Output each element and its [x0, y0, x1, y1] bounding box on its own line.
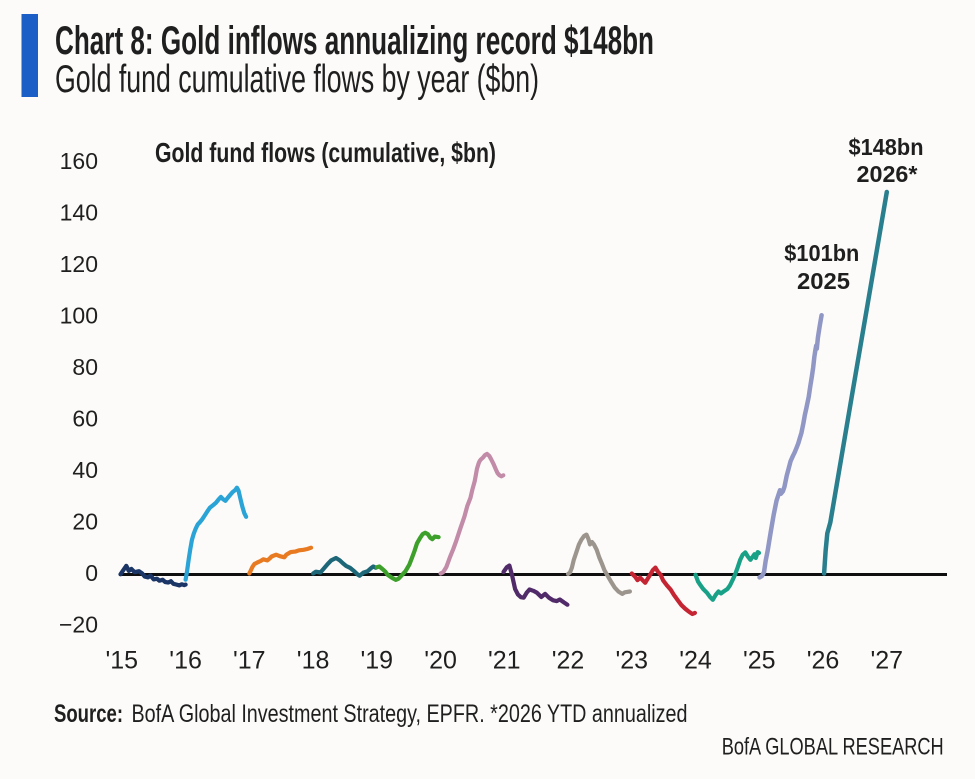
svg-text:160: 160: [60, 148, 98, 174]
svg-text:140: 140: [60, 200, 98, 226]
svg-text:−20: −20: [59, 612, 98, 638]
svg-text:$148bn: $148bn: [849, 134, 924, 160]
svg-text:'25: '25: [743, 647, 776, 675]
svg-text:'21: '21: [488, 647, 521, 675]
svg-text:120: 120: [60, 251, 98, 277]
svg-text:'17: '17: [233, 647, 266, 675]
svg-text:Chart 8: Gold inflows annualiz: Chart 8: Gold inflows annualizing record…: [55, 19, 654, 63]
svg-text:40: 40: [72, 457, 98, 483]
svg-text:0: 0: [85, 560, 98, 586]
svg-text:100: 100: [60, 303, 98, 329]
svg-text:'16: '16: [169, 647, 202, 675]
svg-text:60: 60: [72, 406, 98, 432]
svg-text:'18: '18: [297, 647, 330, 675]
svg-text:80: 80: [72, 354, 98, 380]
svg-text:'23: '23: [616, 647, 649, 675]
svg-text:BofA GLOBAL RESEARCH: BofA GLOBAL RESEARCH: [722, 734, 944, 761]
svg-text:'27: '27: [871, 647, 904, 675]
svg-text:$101bn: $101bn: [784, 240, 859, 266]
svg-text:BofA Global Investment Strateg: BofA Global Investment Strategy, EPFR. *…: [132, 700, 688, 728]
svg-text:Gold fund cumulative flows by: Gold fund cumulative flows by year ($bn): [55, 58, 539, 101]
svg-text:2025: 2025: [797, 268, 850, 294]
svg-text:'19: '19: [361, 647, 394, 675]
svg-text:'15: '15: [106, 647, 139, 675]
svg-text:Source:: Source:: [54, 700, 123, 728]
svg-text:Gold fund flows (cumulative, $: Gold fund flows (cumulative, $bn): [155, 137, 496, 168]
svg-text:'24: '24: [679, 647, 712, 675]
svg-text:2026*: 2026*: [857, 161, 918, 187]
svg-text:'20: '20: [424, 647, 457, 675]
svg-text:20: 20: [72, 509, 98, 535]
svg-text:'26: '26: [807, 647, 840, 675]
svg-text:'22: '22: [552, 647, 585, 675]
